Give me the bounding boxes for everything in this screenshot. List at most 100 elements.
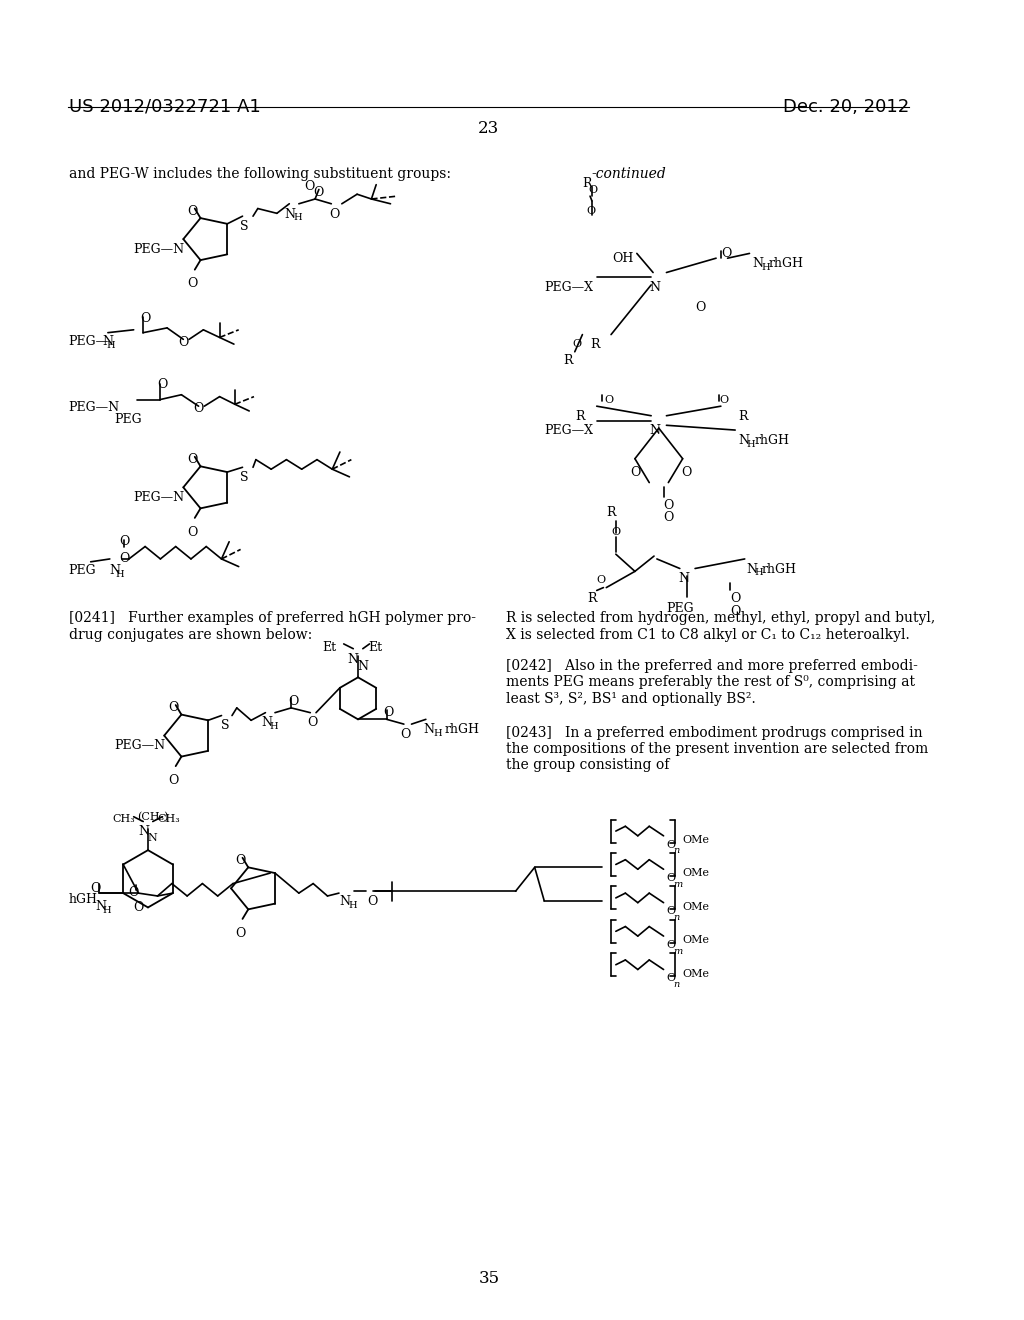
- Text: O: O: [664, 499, 674, 512]
- Text: O: O: [667, 873, 676, 883]
- Text: (CH₃): (CH₃): [137, 812, 169, 822]
- Text: O: O: [630, 466, 641, 479]
- Text: N: N: [738, 434, 749, 447]
- Text: PEG: PEG: [69, 564, 96, 577]
- Text: R: R: [583, 177, 592, 190]
- Text: H: H: [755, 569, 763, 577]
- Text: O: O: [667, 840, 676, 850]
- Text: CH₃: CH₃: [158, 814, 180, 824]
- Text: H: H: [433, 729, 441, 738]
- Text: N: N: [95, 900, 106, 913]
- Text: OH: OH: [611, 252, 633, 265]
- Text: H: H: [269, 722, 279, 731]
- Text: PEG—N: PEG—N: [115, 739, 166, 752]
- Text: H: H: [294, 214, 302, 222]
- Text: H: H: [761, 263, 770, 272]
- Text: OMe: OMe: [683, 935, 710, 945]
- Text: O: O: [597, 576, 606, 585]
- Text: H: H: [746, 440, 756, 449]
- Text: O: O: [604, 395, 613, 405]
- Text: H: H: [105, 342, 115, 350]
- Text: O: O: [194, 403, 204, 416]
- Text: S: S: [221, 719, 229, 733]
- Text: [0242]   Also in the preferred and more preferred embodi-
ments PEG means prefer: [0242] Also in the preferred and more pr…: [506, 659, 918, 706]
- Text: R: R: [590, 338, 599, 351]
- Text: O: O: [667, 940, 676, 950]
- Text: O: O: [730, 593, 740, 606]
- Text: PEG—N: PEG—N: [134, 243, 184, 256]
- Text: O: O: [288, 694, 298, 708]
- Text: O: O: [140, 312, 151, 325]
- Text: and PEG-W includes the following substituent groups:: and PEG-W includes the following substit…: [69, 168, 451, 181]
- Text: n: n: [673, 846, 679, 855]
- Text: O: O: [383, 706, 394, 719]
- Text: O: O: [236, 927, 246, 940]
- Text: CH₃: CH₃: [113, 814, 135, 824]
- Text: N: N: [261, 717, 272, 730]
- Text: -continued: -continued: [592, 168, 667, 181]
- Text: Et: Et: [369, 642, 382, 653]
- Text: O: O: [169, 774, 179, 787]
- Text: Dec. 20, 2012: Dec. 20, 2012: [782, 98, 909, 116]
- Text: O: O: [329, 207, 339, 220]
- Text: O: O: [90, 882, 100, 895]
- Text: O: O: [178, 335, 188, 348]
- Text: O: O: [695, 301, 706, 314]
- Text: O: O: [721, 247, 731, 260]
- Text: N: N: [746, 562, 758, 576]
- Text: O: O: [664, 511, 674, 524]
- Text: N: N: [348, 652, 358, 665]
- Text: O: O: [187, 205, 198, 218]
- Text: O: O: [187, 277, 198, 290]
- Text: n: n: [673, 913, 679, 923]
- Text: rhGH: rhGH: [444, 723, 480, 737]
- Text: O: O: [119, 535, 129, 548]
- Text: [0241]   Further examples of preferred hGH polymer pro-
drug conjugates are show: [0241] Further examples of preferred hGH…: [69, 611, 476, 642]
- Text: PEG—: PEG—: [69, 334, 109, 347]
- Text: US 2012/0322721 A1: US 2012/0322721 A1: [69, 98, 260, 116]
- Text: N: N: [649, 424, 660, 437]
- Text: O: O: [586, 206, 595, 215]
- Text: H: H: [102, 906, 111, 915]
- Text: R is selected from hydrogen, methyl, ethyl, propyl and butyl,
X is selected from: R is selected from hydrogen, methyl, eth…: [506, 611, 935, 642]
- Text: N: N: [138, 825, 150, 838]
- Text: S: S: [241, 220, 249, 234]
- Text: N: N: [678, 573, 689, 585]
- Text: 23: 23: [478, 120, 500, 137]
- Text: O: O: [187, 453, 198, 466]
- Text: PEG—N: PEG—N: [134, 491, 184, 504]
- Text: O: O: [236, 854, 246, 867]
- Text: N: N: [102, 334, 114, 347]
- Text: OMe: OMe: [683, 902, 710, 912]
- Text: N: N: [357, 660, 369, 673]
- Text: hGH: hGH: [69, 894, 97, 906]
- Text: PEG: PEG: [667, 602, 694, 615]
- Text: Et: Et: [323, 642, 337, 653]
- Text: R: R: [563, 354, 572, 367]
- Text: O: O: [119, 552, 129, 565]
- Text: O: O: [307, 717, 317, 730]
- Text: R: R: [738, 411, 748, 422]
- Text: N: N: [147, 833, 158, 843]
- Text: O: O: [128, 887, 139, 899]
- Text: m: m: [673, 946, 682, 956]
- Text: n: n: [673, 979, 679, 989]
- Text: rhGH: rhGH: [769, 257, 804, 271]
- Text: O: O: [313, 186, 324, 198]
- Text: R: R: [606, 507, 615, 520]
- Text: N: N: [339, 895, 350, 908]
- Text: O: O: [368, 895, 378, 908]
- Text: O: O: [400, 727, 411, 741]
- Text: O: O: [667, 907, 676, 916]
- Text: PEG: PEG: [115, 413, 142, 426]
- Text: N: N: [649, 281, 660, 294]
- Text: R: R: [575, 411, 586, 422]
- Text: OMe: OMe: [683, 834, 710, 845]
- Text: N: N: [110, 564, 121, 577]
- Text: O: O: [682, 466, 692, 479]
- Text: m: m: [673, 879, 682, 888]
- Text: O: O: [572, 339, 582, 350]
- Text: O: O: [169, 701, 179, 714]
- Text: OMe: OMe: [683, 969, 710, 978]
- Text: R: R: [587, 593, 597, 606]
